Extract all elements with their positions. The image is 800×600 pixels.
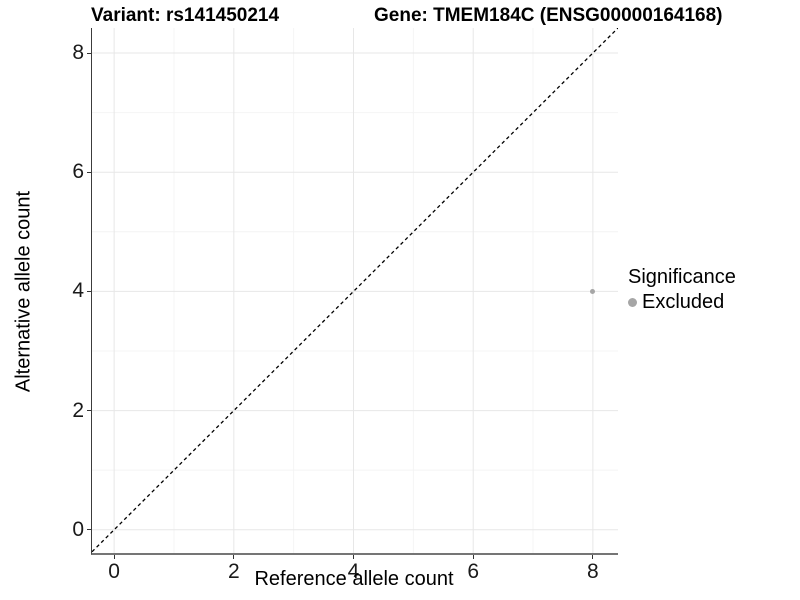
x-tick-label: 0 xyxy=(108,560,120,583)
legend-item-label: Excluded xyxy=(642,291,725,313)
y-tick-label: 0 xyxy=(72,517,84,541)
x-axis-title: Reference allele count xyxy=(254,568,454,590)
x-tick-label: 2 xyxy=(227,560,240,583)
x-tick-mark xyxy=(353,555,354,559)
y-tick-label: 6 xyxy=(72,160,84,184)
x-tick-label: 8 xyxy=(587,560,599,583)
plot-title-gene: Gene: TMEM184C (ENSG00000164168) xyxy=(374,5,723,26)
x-tick-mark xyxy=(113,555,115,559)
legend-title: Significance xyxy=(628,266,736,288)
y-tick-mark xyxy=(87,410,91,412)
y-tick-mark xyxy=(87,52,91,54)
plot-panel xyxy=(91,28,618,555)
x-tick-mark xyxy=(233,555,235,559)
x-tick-mark xyxy=(472,555,474,559)
x-tick-mark xyxy=(592,555,594,559)
x-tick-label: 4 xyxy=(347,560,360,583)
y-axis-title: Alternative allele count xyxy=(12,190,35,393)
legend-item-excluded: Excluded xyxy=(628,290,736,314)
legend: Significance Excluded xyxy=(628,265,736,314)
y-tick-mark xyxy=(87,529,91,531)
plot-canvas xyxy=(92,28,618,553)
y-tick-mark xyxy=(87,171,91,173)
y-tick-label: 4 xyxy=(72,279,84,303)
data-point-excluded xyxy=(590,288,596,294)
x-tick-label: 6 xyxy=(467,560,480,583)
y-tick-label: 2 xyxy=(72,398,84,422)
legend-point-icon xyxy=(628,297,637,307)
y-tick-label: 8 xyxy=(72,41,84,65)
identity-reference-line xyxy=(92,28,618,553)
plot-title-variant: Variant: rs141450214 xyxy=(91,5,280,26)
y-tick-mark xyxy=(87,290,91,292)
